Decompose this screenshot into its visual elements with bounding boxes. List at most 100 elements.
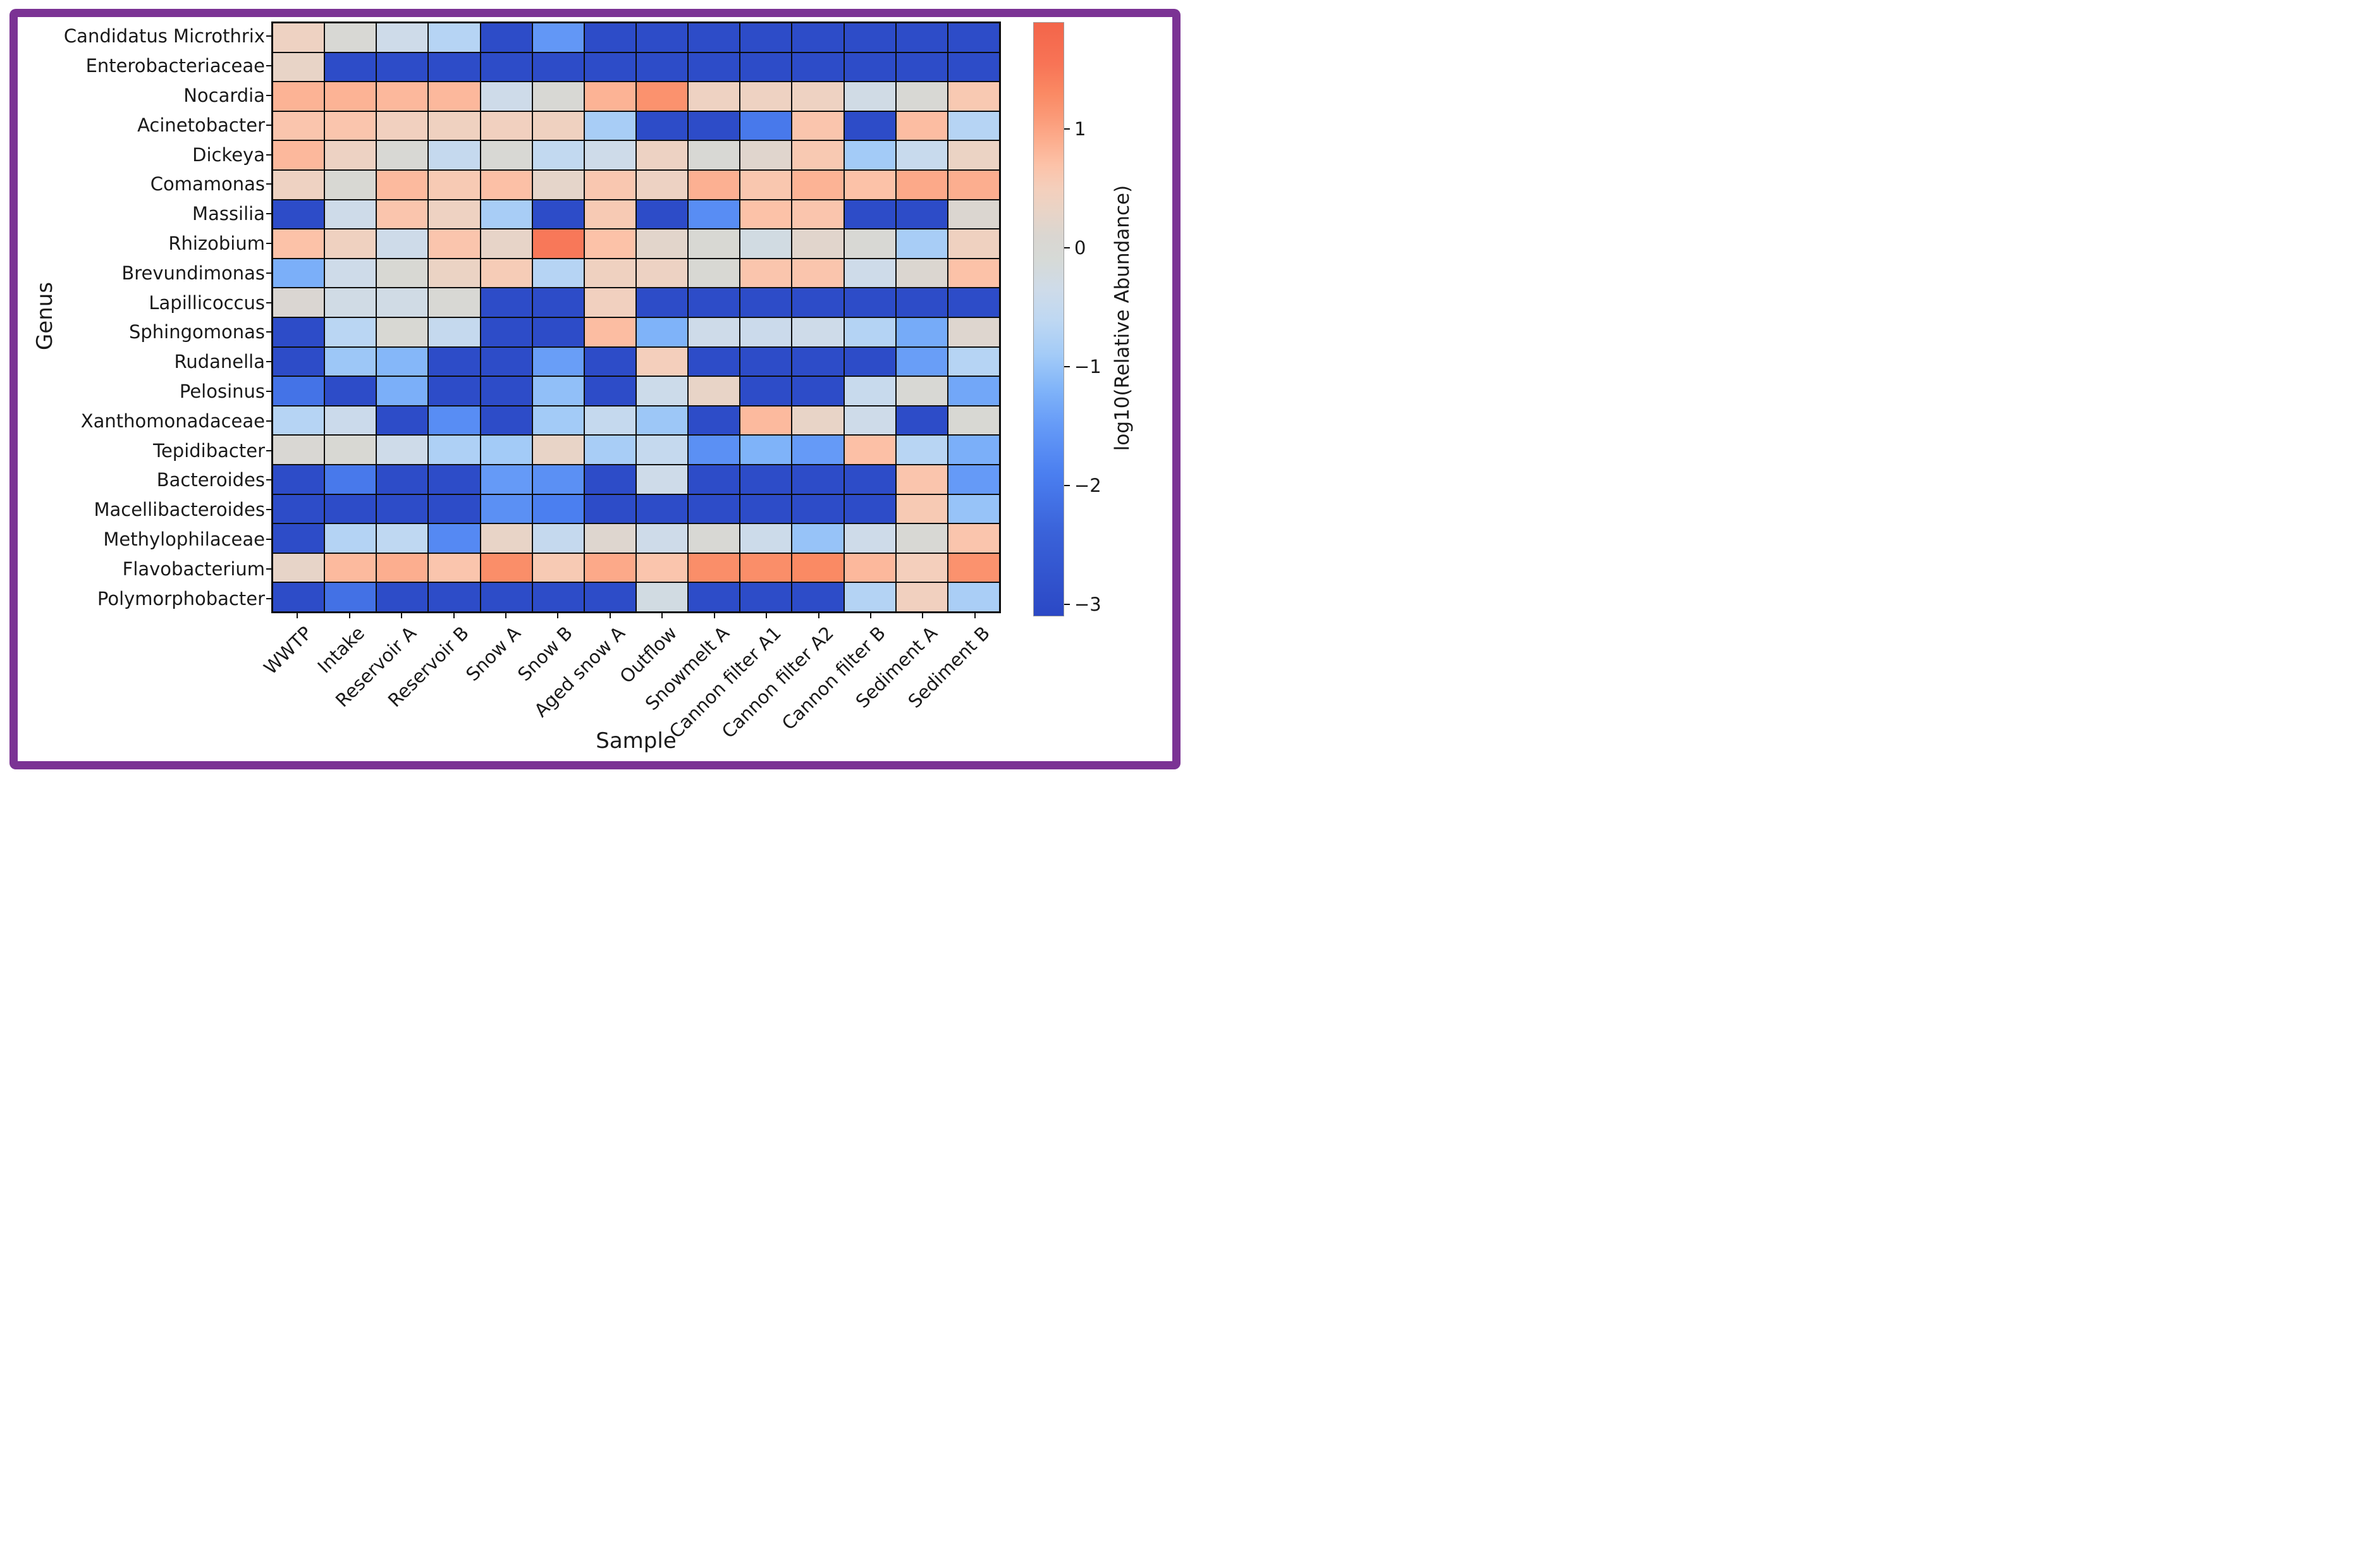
heatmap-cell <box>532 52 584 82</box>
y-tick-mark <box>266 95 271 96</box>
heatmap-cell <box>688 464 740 494</box>
heatmap-cell <box>273 258 325 288</box>
heatmap-cell <box>584 288 636 317</box>
heatmap-cell <box>792 199 844 229</box>
heatmap-cell <box>324 494 377 524</box>
heatmap-cell <box>947 405 1000 436</box>
heatmap-cell <box>792 494 844 524</box>
heatmap-cell <box>273 111 325 141</box>
heatmap-cell <box>843 317 896 347</box>
heatmap-cell <box>480 494 532 524</box>
heatmap-cell <box>792 435 844 465</box>
heatmap-cell <box>688 523 740 553</box>
heatmap-cell <box>428 464 481 494</box>
y-tick-label: Pelosinus <box>179 381 265 402</box>
heatmap-cell <box>324 169 377 200</box>
heatmap-cell <box>532 494 584 524</box>
x-tick-mark <box>505 613 506 618</box>
heatmap-cell <box>584 111 636 141</box>
heatmap-cell <box>273 82 325 111</box>
heatmap-cell <box>532 464 584 494</box>
heatmap-cell <box>688 169 740 200</box>
heatmap-cell <box>947 258 1000 288</box>
colorbar-tick-label: −1 <box>1074 356 1101 378</box>
heatmap-cell <box>740 582 792 612</box>
x-tick-mark <box>661 613 663 618</box>
heatmap-cell <box>688 317 740 347</box>
heatmap-cell <box>636 82 689 111</box>
y-tick-mark <box>266 479 271 481</box>
x-tick-mark <box>401 613 403 618</box>
heatmap-cell <box>947 346 1000 377</box>
y-tick-mark <box>266 35 271 37</box>
heatmap-cell <box>428 317 481 347</box>
heatmap-cell <box>895 346 948 377</box>
heatmap-cell <box>324 140 377 170</box>
y-tick-label: Comamonas <box>150 173 265 195</box>
heatmap-cell <box>947 494 1000 524</box>
heatmap-cell <box>636 582 689 612</box>
heatmap-cell <box>584 52 636 82</box>
x-axis-title: Sample <box>596 728 677 754</box>
y-tick-mark <box>266 509 271 511</box>
heatmap-cell <box>480 464 532 494</box>
heatmap-cell <box>584 523 636 553</box>
heatmap-cell <box>428 23 481 52</box>
heatmap-cell <box>740 229 792 259</box>
heatmap-cell <box>532 82 584 111</box>
heatmap-cell <box>792 582 844 612</box>
heatmap-cell <box>792 346 844 377</box>
heatmap-cell <box>792 405 844 436</box>
x-tick-mark <box>609 613 611 618</box>
heatmap-cell <box>480 582 532 612</box>
heatmap-cell <box>688 199 740 229</box>
heatmap-cell <box>636 435 689 465</box>
heatmap-cell <box>947 288 1000 317</box>
heatmap-cell <box>584 376 636 406</box>
colorbar-tick-mark <box>1064 366 1070 368</box>
heatmap-cell <box>688 229 740 259</box>
heatmap-cell <box>376 405 429 436</box>
heatmap-cell <box>324 435 377 465</box>
heatmap-cell <box>843 523 896 553</box>
heatmap-cell <box>843 288 896 317</box>
heatmap-cell <box>532 229 584 259</box>
y-tick-mark <box>266 65 271 67</box>
heatmap-cell <box>584 494 636 524</box>
heatmap-cell <box>740 111 792 141</box>
heatmap-cell <box>584 23 636 52</box>
heatmap-cell <box>947 523 1000 553</box>
heatmap-cell <box>947 140 1000 170</box>
heatmap-cell <box>688 82 740 111</box>
heatmap-cell <box>428 140 481 170</box>
heatmap-cell <box>428 258 481 288</box>
colorbar-tick-label: −3 <box>1074 594 1101 616</box>
heatmap-cell <box>947 376 1000 406</box>
heatmap-cell <box>324 288 377 317</box>
heatmap-cell <box>584 229 636 259</box>
heatmap-cell <box>532 582 584 612</box>
heatmap-cell <box>636 494 689 524</box>
heatmap-cell <box>792 23 844 52</box>
heatmap-cell <box>895 23 948 52</box>
heatmap-cell <box>843 52 896 82</box>
heatmap-cell <box>947 582 1000 612</box>
y-tick-label: Dickeya <box>192 144 265 166</box>
heatmap-cell <box>740 169 792 200</box>
heatmap-cell <box>584 169 636 200</box>
heatmap-cell <box>324 258 377 288</box>
heatmap-cell <box>947 111 1000 141</box>
heatmap-cell <box>324 376 377 406</box>
heatmap-cell <box>324 52 377 82</box>
heatmap-cell <box>636 346 689 377</box>
y-tick-label: Nocardia <box>183 85 265 106</box>
heatmap-cell <box>428 288 481 317</box>
colorbar-tick-label: 1 <box>1074 118 1086 140</box>
y-tick-mark <box>266 539 271 540</box>
heatmap-cell <box>480 52 532 82</box>
y-tick-mark <box>266 183 271 185</box>
y-tick-mark <box>266 302 271 303</box>
y-tick-label: Sphingomonas <box>128 321 265 343</box>
heatmap-cell <box>532 376 584 406</box>
heatmap-cell <box>947 229 1000 259</box>
